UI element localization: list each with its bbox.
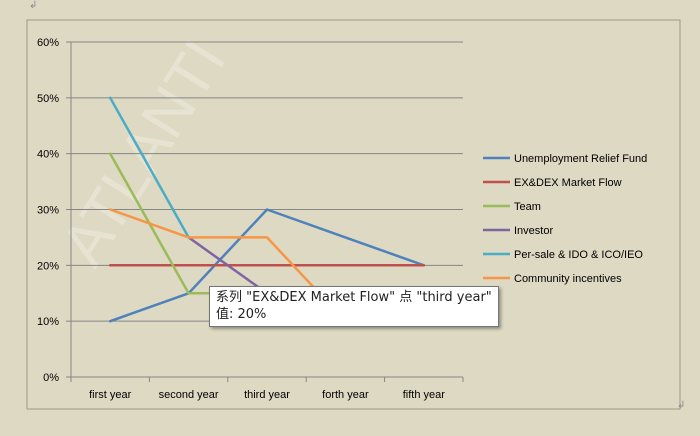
legend-label[interactable]: Per-sale & IDO & ICO/IEO <box>514 249 643 261</box>
y-tick-label: 30% <box>37 205 59 217</box>
axes: 0% 10% 20% 30% 40% 50% 60% first year second yea… <box>37 37 464 401</box>
x-tick-label: second year <box>159 389 219 401</box>
chart-border <box>26 19 681 410</box>
data-point-tooltip: 系列 "EX&DEX Market Flow" 点 "third year" 值… <box>209 286 499 327</box>
y-tick-label: 10% <box>37 316 59 328</box>
series-line-4[interactable] <box>108 96 190 239</box>
series-line-0[interactable] <box>108 208 426 323</box>
x-tick-label: first year <box>89 389 132 401</box>
legend-label[interactable]: EX&DEX Market Flow <box>514 177 622 189</box>
legend-label[interactable]: Team <box>514 201 541 213</box>
paragraph-mark: ↲ <box>677 400 686 411</box>
x-tick-label: fifth year <box>403 389 446 401</box>
tooltip-value-line: 值: 20% <box>216 307 267 322</box>
tooltip-series-line: 系列 "EX&DEX Market Flow" 点 "third year" <box>216 290 492 305</box>
y-tick-label: 40% <box>37 149 59 161</box>
y-tick-label: 50% <box>37 93 59 105</box>
legend-label[interactable]: Investor <box>514 225 553 237</box>
y-tick-label: 0% <box>43 372 59 384</box>
legend[interactable]: Unemployment Relief Fund EX&DEX Market Fl… <box>483 153 647 285</box>
paragraph-mark: ↲ <box>29 0 38 11</box>
y-tick-label: 60% <box>37 37 59 49</box>
legend-label[interactable]: Unemployment Relief Fund <box>514 153 647 165</box>
x-tick-label: forth year <box>322 389 369 401</box>
x-tick-label: third year <box>244 389 290 401</box>
legend-label[interactable]: Community incentives <box>514 273 622 285</box>
y-tick-label: 20% <box>37 260 59 272</box>
